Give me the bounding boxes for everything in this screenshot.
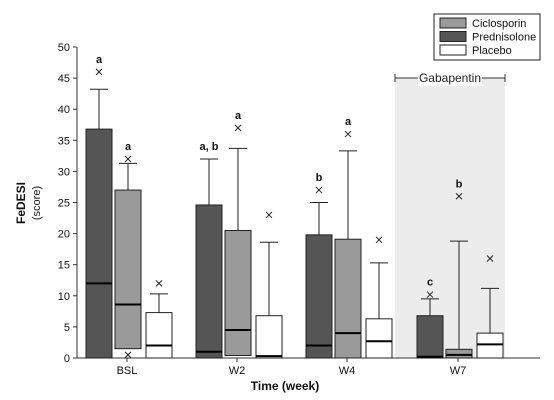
significance-letter: a — [235, 110, 242, 122]
y-tick-label: 30 — [58, 166, 70, 178]
outlier-marker-low — [124, 351, 132, 359]
x-tick-label: W7 — [450, 365, 467, 377]
box — [445, 348, 473, 359]
box — [145, 312, 173, 359]
y-tick-label: 20 — [58, 229, 70, 241]
outlier-marker — [95, 68, 103, 76]
significance-letter: b — [456, 178, 463, 190]
y-axis-subtitle: (score) — [31, 186, 43, 220]
outlier-marker — [234, 124, 242, 132]
significance-letter: b — [316, 172, 323, 184]
gabapentin-label: Gabapentin — [419, 71, 481, 85]
box-group: a — [85, 54, 113, 359]
significance-letter: a — [345, 116, 352, 128]
x-tick-label: BSL — [117, 365, 138, 377]
x-axis-title: Time (week) — [251, 379, 319, 393]
legend-label: Prednisolone — [472, 32, 536, 44]
box — [195, 204, 223, 359]
box — [365, 318, 393, 359]
outlier-marker — [426, 291, 434, 298]
box — [255, 315, 283, 359]
y-tick-label: 50 — [58, 42, 70, 54]
box-series: a a a, b a b a c b — [85, 54, 504, 359]
significance-letter: a — [96, 54, 103, 66]
outlier-marker — [455, 192, 463, 200]
box-group — [255, 211, 283, 359]
significance-letter: a — [125, 141, 132, 153]
box — [85, 128, 113, 359]
box — [224, 229, 252, 357]
box — [476, 332, 504, 359]
x-axis: BSL W2 W4 W7 — [77, 357, 540, 377]
box — [416, 315, 444, 359]
gabapentin-label-background — [418, 70, 482, 86]
box-group: a, b — [195, 141, 223, 359]
y-axis-title: FeDESI — [14, 182, 28, 224]
y-tick-label: 35 — [58, 135, 70, 147]
box-group: a — [114, 141, 142, 359]
significance-letter: c — [427, 277, 433, 289]
box — [114, 189, 142, 350]
box — [334, 238, 362, 359]
y-axis: 0 5 10 15 20 25 30 35 40 45 50 — [58, 42, 78, 365]
box — [305, 234, 333, 359]
x-tick-label: W4 — [339, 365, 356, 377]
y-tick-label: 0 — [64, 353, 70, 365]
legend-swatch — [439, 44, 467, 56]
outlier-marker — [375, 236, 383, 244]
outlier-marker — [155, 280, 163, 287]
box-group: b — [445, 178, 473, 359]
y-tick-label: 5 — [64, 322, 70, 334]
y-tick-label: 15 — [58, 260, 70, 272]
legend-label: Placebo — [472, 45, 512, 57]
box-group: a — [334, 116, 362, 359]
y-tick-label: 40 — [58, 104, 70, 116]
legend-swatch — [439, 31, 467, 42]
outlier-marker — [315, 186, 323, 194]
legend-label: Ciclosporin — [472, 18, 526, 30]
box-group — [365, 236, 393, 359]
outlier-marker — [486, 255, 494, 262]
x-tick-label: W2 — [229, 365, 246, 377]
box-group — [476, 255, 504, 359]
box-group: c — [416, 277, 444, 359]
y-tick-label: 45 — [58, 73, 70, 85]
box-group — [145, 280, 173, 359]
outlier-marker — [124, 155, 132, 163]
significance-letter: a, b — [200, 141, 219, 153]
y-tick-label: 10 — [58, 291, 70, 303]
outlier-marker — [344, 130, 352, 138]
y-tick-label: 25 — [58, 198, 70, 210]
box-group: a — [224, 110, 252, 357]
gabapentin-shaded-region — [395, 78, 505, 358]
legend-swatch — [439, 17, 467, 29]
outlier-marker — [265, 211, 273, 219]
box-group: b — [305, 172, 333, 359]
